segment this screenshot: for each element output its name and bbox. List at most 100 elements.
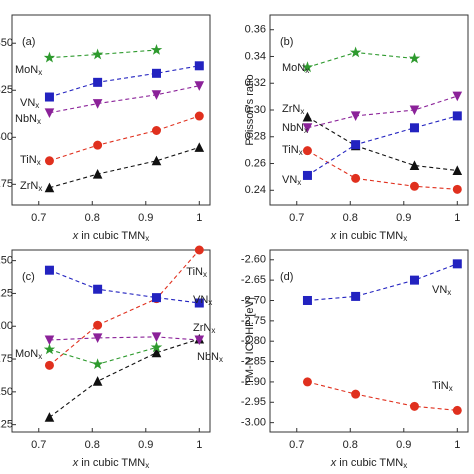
x-tick-label: 0.8	[343, 212, 358, 224]
marker	[151, 68, 161, 78]
marker	[452, 405, 462, 415]
x-tick-label: 0.9	[138, 212, 153, 224]
y-tick-label: 250	[0, 255, 13, 267]
marker	[151, 347, 162, 358]
y-tick-label: 275	[0, 178, 13, 190]
marker	[452, 91, 463, 102]
marker	[349, 46, 362, 58]
series-label: TiNx	[432, 380, 453, 393]
marker	[151, 332, 162, 342]
series-line	[307, 150, 458, 190]
marker	[44, 412, 55, 422]
marker	[194, 245, 204, 255]
y-tick-label: 0.28	[245, 131, 266, 143]
series-line	[49, 269, 200, 304]
y-tick-label: 350	[0, 37, 13, 49]
series-label: ZrNx	[282, 103, 304, 116]
marker	[409, 275, 419, 285]
marker	[409, 160, 420, 171]
marker	[44, 156, 54, 166]
series-label: VNx	[193, 294, 212, 307]
y-tick-label: 125	[0, 419, 13, 431]
series-label: TiNx	[20, 154, 41, 167]
marker	[44, 92, 54, 102]
marker	[93, 140, 103, 150]
x-axis-label: x in cubic TMNx	[72, 457, 150, 470]
marker	[151, 155, 162, 166]
marker	[91, 48, 104, 60]
y-tick-label: -2.85	[241, 355, 266, 367]
series-label: ZrNx	[20, 180, 42, 193]
x-tick-label: 0.7	[289, 212, 304, 224]
series-label: NbNx	[197, 351, 223, 364]
marker	[301, 61, 314, 73]
panel-label: (c)	[22, 271, 35, 283]
series-line	[307, 95, 458, 129]
marker	[409, 181, 419, 191]
x-tick-label: 0.7	[31, 439, 46, 451]
series-label: ZrNx	[193, 322, 215, 335]
marker	[302, 170, 312, 180]
x-tick-label: 0.8	[85, 439, 100, 451]
marker	[351, 140, 361, 150]
marker	[302, 146, 312, 156]
y-tick-label: 0.24	[245, 184, 266, 196]
marker	[151, 90, 162, 100]
plot-frame	[11, 249, 211, 433]
marker	[93, 284, 103, 294]
y-tick-label: 225	[0, 287, 13, 299]
plot-frame	[11, 14, 211, 206]
series-line	[307, 115, 458, 176]
series-line	[49, 338, 200, 418]
y-tick-label: -2.95	[241, 396, 266, 408]
panel: 0.7 0.8 0.9 1 250 225 200 175 150 125 x in cubic T…	[0, 245, 223, 470]
marker	[44, 360, 54, 370]
marker	[194, 298, 204, 308]
x-tick-label: 0.8	[343, 439, 358, 451]
y-tick-label: 0.26	[245, 157, 266, 169]
series-label: VNx	[432, 284, 451, 297]
panel-label: (b)	[280, 36, 293, 48]
marker	[302, 377, 312, 387]
series-label: TiNx	[282, 144, 303, 157]
x-tick-label: 0.9	[396, 439, 411, 451]
marker	[93, 77, 103, 87]
marker	[44, 265, 54, 275]
series-label: MoNx	[15, 348, 42, 361]
marker	[452, 111, 462, 121]
y-tick-label: -2.70	[241, 294, 266, 306]
marker	[452, 165, 463, 175]
series-label: MoNx	[282, 62, 309, 75]
marker	[194, 111, 204, 121]
marker	[409, 105, 420, 116]
y-tick-label: 0.32	[245, 77, 266, 89]
series-line	[307, 116, 458, 172]
y-tick-label: -3.00	[241, 417, 266, 429]
x-tick-label: 1	[196, 212, 202, 224]
series-label: MoNx	[15, 64, 42, 77]
marker	[452, 184, 462, 194]
marker	[91, 358, 104, 370]
marker	[194, 142, 205, 152]
marker	[92, 376, 103, 386]
x-tick-label: 0.8	[85, 212, 100, 224]
x-tick-label: 1	[196, 439, 202, 451]
series-line	[307, 263, 458, 302]
series-label: NbNx	[15, 113, 41, 126]
marker	[93, 320, 103, 330]
marker	[151, 293, 161, 303]
series-line	[307, 51, 415, 68]
series-line	[49, 146, 200, 189]
marker	[350, 111, 361, 122]
y-tick-label: 300	[0, 131, 13, 143]
marker	[151, 126, 161, 136]
y-tick-label: 0.34	[245, 50, 266, 62]
marker	[43, 343, 56, 355]
marker	[409, 401, 419, 411]
x-tick-label: 1	[454, 212, 460, 224]
series-line	[49, 85, 200, 114]
marker	[194, 61, 204, 71]
x-tick-label: 0.7	[31, 212, 46, 224]
marker	[150, 43, 163, 55]
y-axis-label: TM-N ICOHP [eV]	[244, 297, 256, 385]
